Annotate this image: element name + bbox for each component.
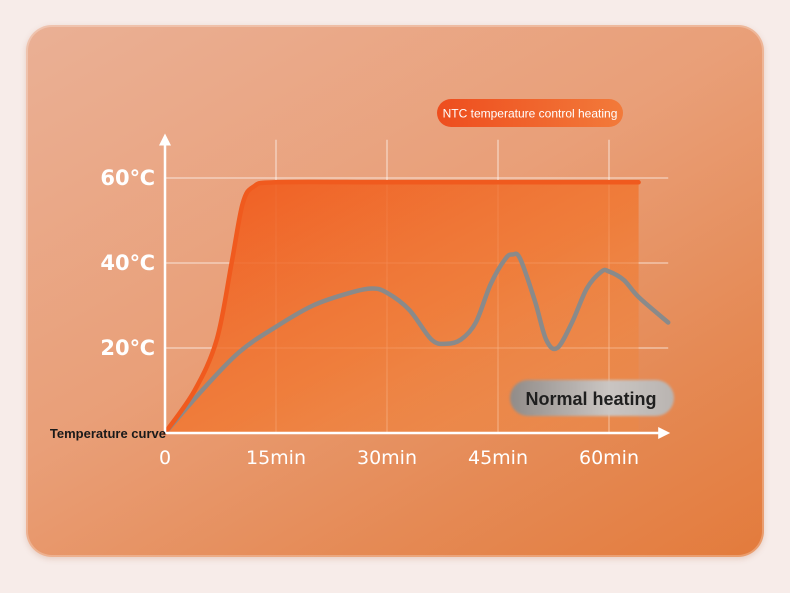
x-tick-label: 15min bbox=[246, 447, 306, 469]
x-axis-arrow-icon bbox=[658, 427, 671, 439]
axes-layer bbox=[159, 133, 671, 439]
normal-heating-line bbox=[162, 251, 671, 436]
x-tick-label: 45min bbox=[468, 447, 528, 469]
y-tick-label: 40℃ bbox=[100, 251, 155, 275]
x-tick-label: 0 bbox=[159, 447, 171, 469]
ntc-heating-line bbox=[162, 179, 641, 436]
ntc-legend-label: NTC temperature control heating bbox=[443, 107, 618, 121]
ntc-legend-badge: NTC temperature control heating bbox=[437, 99, 623, 127]
tick-labels-layer: 0 15min 30min 45min 60min 20℃ 40℃ 60℃ bbox=[100, 166, 639, 469]
y-tick-label: 20℃ bbox=[100, 336, 155, 360]
ntc-area-fill bbox=[165, 181, 639, 433]
ntc-badge-shape bbox=[437, 99, 623, 127]
y-tick-label: 60℃ bbox=[100, 166, 155, 190]
normal-legend-badge: Normal heating bbox=[510, 380, 674, 416]
series-lines-layer bbox=[162, 179, 671, 436]
ntc-area-layer bbox=[165, 181, 639, 433]
x-tick-label: 60min bbox=[579, 447, 639, 469]
x-tick-label: 30min bbox=[357, 447, 417, 469]
y-axis-arrow-icon bbox=[159, 133, 171, 146]
normal-legend-label: Normal heating bbox=[525, 389, 656, 409]
x-axis-title: Temperature curve bbox=[50, 426, 166, 441]
normal-badge-shape bbox=[510, 380, 674, 416]
